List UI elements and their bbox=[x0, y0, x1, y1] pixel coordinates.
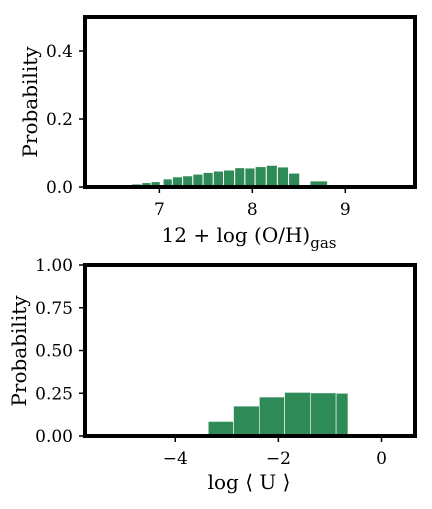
metallicity-bar-15 bbox=[276, 166, 290, 188]
ionization-y-tick-label-3: 0.75 bbox=[35, 299, 73, 319]
metallicity-bar-13 bbox=[254, 166, 267, 188]
ionization-ticks: −4 −2 0 0.00 0.25 0.50 0.75 1.00 bbox=[35, 256, 387, 469]
ionization-y-axis-label: Probability bbox=[7, 295, 31, 407]
ionization-histogram bbox=[207, 392, 349, 437]
ionization-bar-3 bbox=[284, 392, 311, 437]
ionization-axes-frame bbox=[83, 263, 417, 438]
metallicity-bar-14 bbox=[265, 164, 278, 188]
metallicity-y-tick-label-0: 0.0 bbox=[46, 178, 73, 198]
ionization-bar-2 bbox=[258, 396, 285, 437]
metallicity-bar-11 bbox=[234, 167, 246, 188]
metallicity-x-axis-label-main: 12 + log (O/H) bbox=[162, 223, 311, 247]
ionization-y-tick-label-4: 1.00 bbox=[35, 256, 73, 276]
metallicity-y-tick-label-2: 0.4 bbox=[46, 42, 73, 62]
ionization-y-tick-label-2: 0.50 bbox=[35, 342, 73, 362]
ionization-y-tick-label-1: 0.25 bbox=[35, 384, 73, 404]
ionization-x-tick-label-1: −2 bbox=[266, 449, 291, 469]
ionization-panel: −4 −2 0 0.00 0.25 0.50 0.75 1.00 Probability lo… bbox=[7, 256, 417, 494]
ionization-bar-4 bbox=[310, 392, 337, 437]
metallicity-ticks: 7 8 9 0.0 0.2 0.4 bbox=[46, 42, 351, 220]
metallicity-axes-frame bbox=[83, 15, 417, 189]
metallicity-bar-8 bbox=[202, 171, 214, 188]
ionization-bar-0 bbox=[207, 421, 234, 437]
metallicity-bar-12 bbox=[244, 167, 256, 188]
ionization-x-axis-label: log ⟨ U ⟩ bbox=[208, 470, 291, 494]
ionization-y-tick-label-0: 0.00 bbox=[35, 427, 73, 447]
ionization-x-tick-label-2: 0 bbox=[376, 449, 387, 469]
metallicity-y-axis-label: Probability bbox=[18, 46, 42, 158]
metallicity-x-tick-label-1: 8 bbox=[247, 200, 258, 220]
metallicity-x-axis-label-subscript: gas bbox=[310, 234, 336, 252]
metallicity-x-axis-label: 12 + log (O/H)gas bbox=[162, 223, 337, 252]
ionization-x-tick-label-0: −4 bbox=[163, 449, 188, 469]
metallicity-bar-9 bbox=[212, 170, 225, 188]
metallicity-histogram bbox=[121, 164, 351, 188]
metallicity-bar-16 bbox=[288, 172, 301, 188]
metallicity-panel: 7 8 9 0.0 0.2 0.4 Probability 12 + log (O/H)g… bbox=[18, 15, 417, 252]
metallicity-x-tick-label-0: 7 bbox=[154, 200, 165, 220]
ionization-bar-5 bbox=[335, 392, 349, 437]
metallicity-x-tick-label-2: 9 bbox=[340, 200, 351, 220]
metallicity-bar-10 bbox=[223, 169, 236, 188]
ionization-bar-1 bbox=[233, 405, 260, 437]
metallicity-y-tick-label-1: 0.2 bbox=[46, 110, 73, 130]
